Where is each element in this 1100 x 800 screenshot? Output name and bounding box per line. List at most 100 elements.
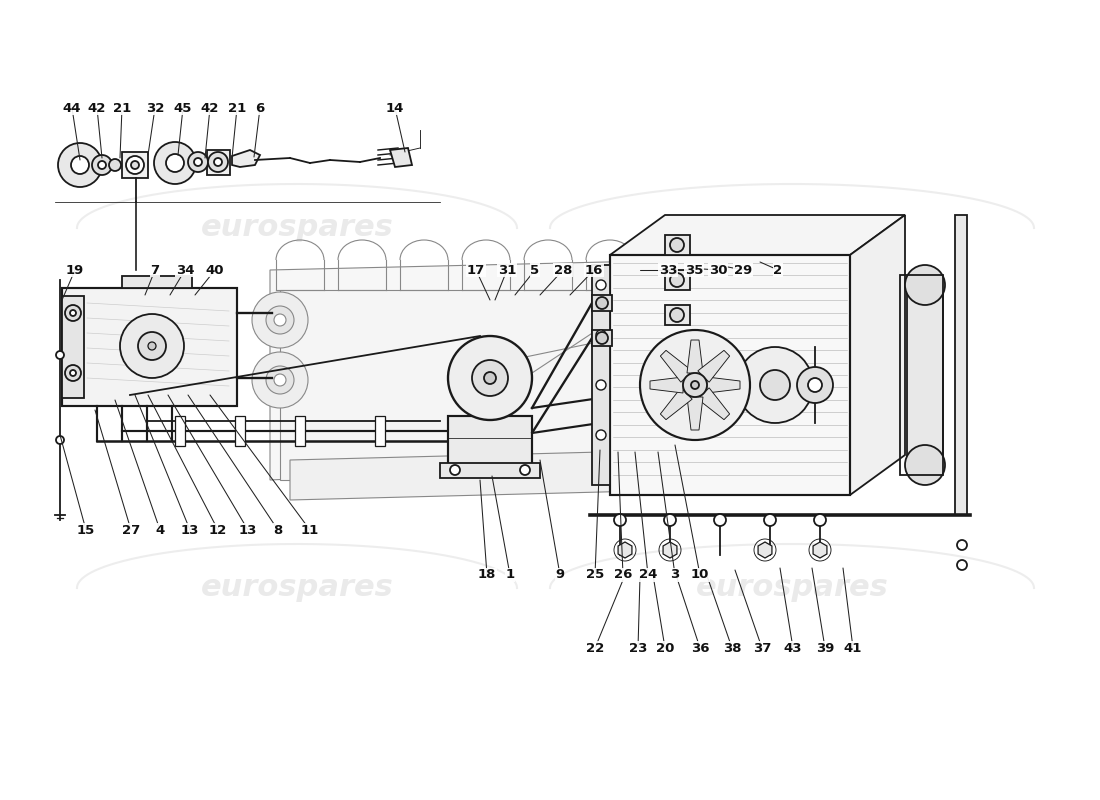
Text: 37: 37 bbox=[752, 642, 771, 654]
Text: 2: 2 bbox=[773, 263, 782, 277]
Circle shape bbox=[714, 514, 726, 526]
Circle shape bbox=[131, 161, 139, 169]
Circle shape bbox=[274, 314, 286, 326]
Circle shape bbox=[670, 273, 684, 287]
Polygon shape bbox=[122, 152, 149, 178]
Circle shape bbox=[98, 161, 106, 169]
Text: 17: 17 bbox=[466, 263, 485, 277]
Polygon shape bbox=[232, 150, 260, 167]
Circle shape bbox=[905, 265, 945, 305]
Circle shape bbox=[808, 378, 822, 392]
Circle shape bbox=[814, 514, 826, 526]
Circle shape bbox=[700, 370, 740, 410]
Bar bbox=[592, 295, 612, 311]
Text: 18: 18 bbox=[477, 569, 496, 582]
Text: 12: 12 bbox=[209, 523, 227, 537]
Circle shape bbox=[614, 514, 626, 526]
Circle shape bbox=[798, 367, 833, 403]
Bar bbox=[62, 288, 236, 406]
Text: 24: 24 bbox=[639, 569, 657, 582]
Text: 33: 33 bbox=[659, 263, 678, 277]
Circle shape bbox=[266, 306, 294, 334]
Circle shape bbox=[484, 372, 496, 384]
Text: 5: 5 bbox=[530, 263, 540, 277]
Bar bbox=[955, 215, 967, 515]
Circle shape bbox=[737, 347, 813, 423]
Polygon shape bbox=[660, 388, 692, 420]
Text: 34: 34 bbox=[176, 263, 195, 277]
Circle shape bbox=[760, 370, 790, 400]
Circle shape bbox=[252, 352, 308, 408]
Circle shape bbox=[520, 465, 530, 475]
Text: 13: 13 bbox=[180, 523, 199, 537]
Bar bbox=[610, 255, 850, 495]
Circle shape bbox=[214, 158, 222, 166]
Polygon shape bbox=[850, 215, 905, 495]
Text: 21: 21 bbox=[113, 102, 131, 114]
Circle shape bbox=[70, 370, 76, 376]
Text: 28: 28 bbox=[553, 263, 572, 277]
Circle shape bbox=[472, 360, 508, 396]
Text: 44: 44 bbox=[63, 102, 81, 114]
Text: 29: 29 bbox=[734, 263, 752, 277]
Text: 3: 3 bbox=[670, 569, 680, 582]
Bar bbox=[666, 235, 690, 255]
Circle shape bbox=[58, 143, 102, 187]
Circle shape bbox=[691, 381, 698, 389]
Polygon shape bbox=[707, 377, 740, 393]
Text: 25: 25 bbox=[586, 569, 604, 582]
Text: 42: 42 bbox=[201, 102, 219, 114]
Bar bbox=[760, 347, 815, 423]
Text: 20: 20 bbox=[656, 642, 674, 654]
Circle shape bbox=[645, 275, 695, 325]
Circle shape bbox=[109, 159, 121, 171]
Polygon shape bbox=[697, 388, 729, 420]
Circle shape bbox=[148, 342, 156, 350]
Circle shape bbox=[596, 430, 606, 440]
Circle shape bbox=[764, 514, 776, 526]
Text: 19: 19 bbox=[66, 263, 84, 277]
Text: eurospares: eurospares bbox=[200, 574, 394, 602]
Text: 40: 40 bbox=[206, 263, 224, 277]
Circle shape bbox=[56, 351, 64, 359]
Text: 8: 8 bbox=[274, 523, 283, 537]
Text: 31: 31 bbox=[498, 263, 516, 277]
Text: 6: 6 bbox=[255, 102, 265, 114]
Polygon shape bbox=[270, 260, 690, 480]
Circle shape bbox=[596, 280, 606, 290]
Text: 15: 15 bbox=[77, 523, 95, 537]
Polygon shape bbox=[610, 215, 905, 255]
Circle shape bbox=[448, 336, 532, 420]
Bar bbox=[908, 285, 943, 465]
Polygon shape bbox=[688, 397, 703, 430]
Circle shape bbox=[56, 436, 64, 444]
Text: 35: 35 bbox=[685, 263, 703, 277]
Circle shape bbox=[154, 142, 196, 184]
Circle shape bbox=[92, 155, 112, 175]
Circle shape bbox=[450, 465, 460, 475]
Circle shape bbox=[65, 365, 81, 381]
Bar bbox=[666, 270, 690, 290]
Polygon shape bbox=[688, 340, 703, 373]
Circle shape bbox=[664, 514, 676, 526]
Text: 1: 1 bbox=[505, 569, 515, 582]
Circle shape bbox=[683, 373, 707, 397]
Circle shape bbox=[905, 445, 945, 485]
Circle shape bbox=[596, 380, 606, 390]
Circle shape bbox=[640, 330, 750, 440]
Polygon shape bbox=[660, 350, 692, 382]
Text: 26: 26 bbox=[614, 569, 632, 582]
Circle shape bbox=[166, 154, 184, 172]
Circle shape bbox=[72, 156, 89, 174]
Circle shape bbox=[138, 332, 166, 360]
Text: 13: 13 bbox=[239, 523, 257, 537]
Bar bbox=[666, 305, 690, 325]
Circle shape bbox=[957, 560, 967, 570]
Bar bbox=[448, 416, 532, 471]
Bar bbox=[592, 330, 612, 346]
Circle shape bbox=[670, 308, 684, 322]
Circle shape bbox=[670, 238, 684, 252]
Polygon shape bbox=[390, 148, 412, 167]
Text: 10: 10 bbox=[691, 569, 710, 582]
Text: 4: 4 bbox=[155, 523, 165, 537]
